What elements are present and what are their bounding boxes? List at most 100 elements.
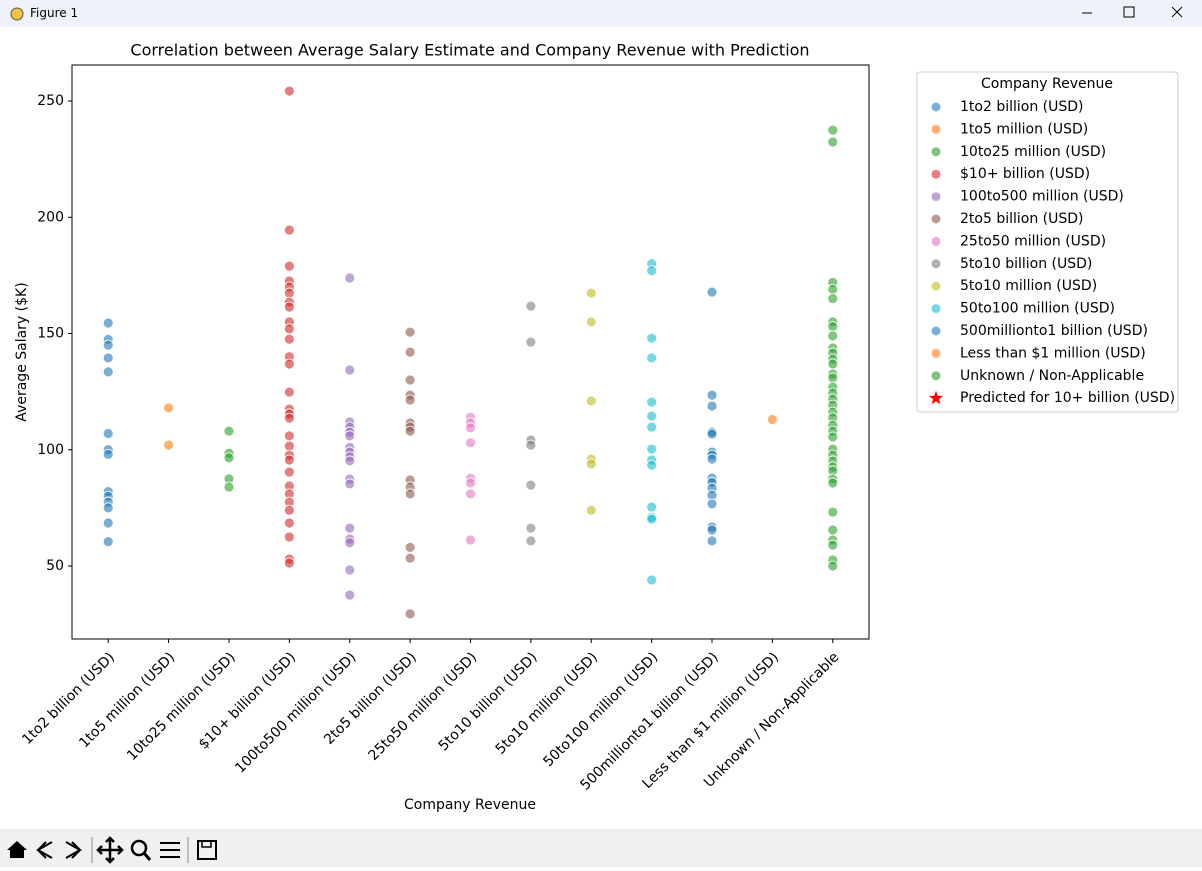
toolbar-icons xyxy=(7,836,217,864)
legend-box xyxy=(916,71,1179,413)
point xyxy=(646,265,658,277)
point xyxy=(827,330,839,342)
point xyxy=(525,522,537,534)
y-tick-label: 250 xyxy=(37,93,64,109)
point xyxy=(102,339,114,351)
legend-label: $10+ billion (USD) xyxy=(960,166,1090,182)
point xyxy=(827,293,839,305)
point xyxy=(283,224,295,236)
back-button[interactable] xyxy=(35,841,53,859)
point xyxy=(344,272,356,284)
point xyxy=(283,531,295,543)
x-axis-label: Company Revenue xyxy=(404,797,536,813)
point xyxy=(283,517,295,529)
point xyxy=(706,535,718,547)
x-tick-label: 50to100 million (USD) xyxy=(540,649,661,770)
legend-label: 1to2 billion (USD) xyxy=(960,99,1084,115)
y-axis-label: Average Salary ($K) xyxy=(14,282,30,421)
close[interactable] xyxy=(1171,6,1183,18)
point xyxy=(344,564,356,576)
point xyxy=(525,479,537,491)
point xyxy=(102,536,114,547)
legend-marker xyxy=(931,169,941,179)
point xyxy=(465,534,476,546)
point xyxy=(283,454,295,466)
point xyxy=(283,323,295,335)
window-title: Figure 1 xyxy=(30,6,79,20)
point xyxy=(404,608,416,620)
pan-button[interactable] xyxy=(96,836,124,864)
point xyxy=(706,498,718,510)
point xyxy=(404,394,416,406)
point xyxy=(283,287,295,299)
zoom-handle xyxy=(142,852,152,861)
y-tick-label: 100 xyxy=(37,442,64,458)
legend-label: 5to10 billion (USD) xyxy=(960,256,1092,272)
legend-label: 50to100 million (USD) xyxy=(960,301,1115,317)
point xyxy=(344,455,356,467)
legend-label: Less than $1 million (USD) xyxy=(960,345,1146,361)
point xyxy=(404,346,416,358)
legend-marker xyxy=(931,371,941,381)
point xyxy=(404,488,416,500)
legend-label: 100to500 million (USD) xyxy=(960,189,1124,205)
point xyxy=(283,386,295,398)
point xyxy=(404,326,416,338)
legend-marker xyxy=(931,102,941,112)
maximize[interactable] xyxy=(1123,6,1135,18)
point xyxy=(827,506,839,518)
y-tick-label: 150 xyxy=(37,326,64,342)
point xyxy=(223,425,235,437)
point xyxy=(163,402,175,414)
configure-button[interactable] xyxy=(160,842,180,858)
point xyxy=(404,552,416,564)
legend-label: 25to50 million (USD) xyxy=(960,233,1106,249)
point xyxy=(646,443,658,455)
plot-frame xyxy=(71,64,870,640)
point xyxy=(404,374,416,386)
legend-label: 1to5 million (USD) xyxy=(960,121,1088,137)
point xyxy=(102,366,114,378)
point xyxy=(646,396,658,408)
point xyxy=(827,431,839,443)
point xyxy=(585,504,597,516)
point xyxy=(525,336,537,348)
point xyxy=(646,459,658,471)
save-button[interactable] xyxy=(197,840,217,860)
point xyxy=(827,358,839,370)
window-controls[interactable] xyxy=(1062,0,1202,27)
point xyxy=(283,85,295,97)
point xyxy=(766,414,778,425)
point xyxy=(525,300,537,312)
point xyxy=(525,439,537,451)
point xyxy=(585,458,597,470)
point xyxy=(827,539,839,551)
legend-label: 10to25 million (USD) xyxy=(960,144,1106,160)
point xyxy=(465,488,476,500)
point xyxy=(465,477,476,489)
point xyxy=(827,477,839,489)
legend-marker xyxy=(931,236,941,246)
point xyxy=(102,317,114,329)
point xyxy=(344,522,356,534)
app-icon xyxy=(10,7,24,21)
legend-marker xyxy=(931,214,941,224)
point xyxy=(344,589,356,601)
home-button[interactable] xyxy=(7,841,27,858)
legend-marker xyxy=(931,192,941,202)
point xyxy=(283,466,295,478)
chart-title: Correlation between Average Salary Estim… xyxy=(130,41,809,60)
point xyxy=(706,524,718,536)
point xyxy=(827,124,839,136)
zoom-button[interactable] xyxy=(130,839,148,857)
point xyxy=(646,513,658,525)
point xyxy=(706,389,718,401)
x-tick-label: 5to10 million (USD) xyxy=(493,649,601,757)
point xyxy=(283,557,295,569)
legend-marker xyxy=(931,259,941,269)
legend-marker xyxy=(931,348,941,358)
x-tick-label: 10to25 million (USD) xyxy=(124,649,239,764)
forward-button[interactable] xyxy=(65,841,83,859)
point xyxy=(283,333,295,345)
point xyxy=(646,332,658,344)
